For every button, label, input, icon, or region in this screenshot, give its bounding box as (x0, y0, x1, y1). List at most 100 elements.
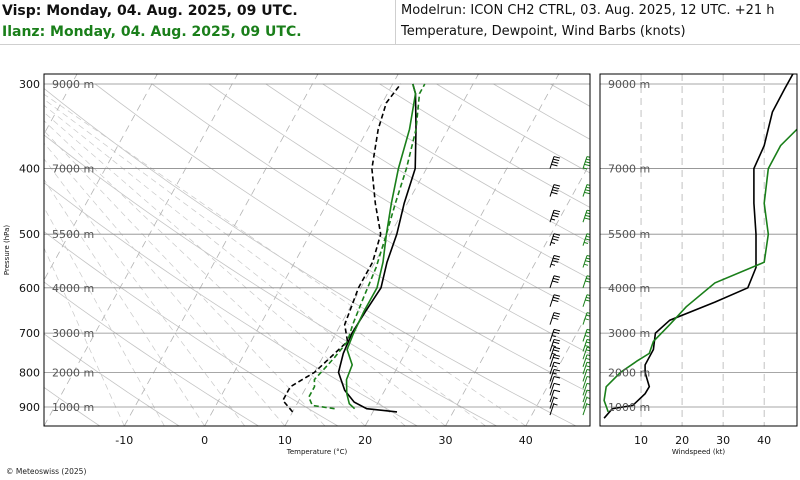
wind-barb-flag (586, 341, 590, 344)
wind-frame (599, 73, 798, 427)
wind-barb-flag (553, 375, 561, 379)
wind-barb (582, 184, 590, 197)
wind-barb-half-flag (553, 403, 558, 406)
wind-barb (549, 402, 558, 416)
wind-barb-staff (582, 383, 588, 396)
wind-barb (549, 233, 561, 246)
wind-barb-staff (582, 210, 588, 223)
wind-barb-flag (586, 389, 590, 392)
wind-barb-flag (552, 214, 559, 218)
station-title-ilanz: Ilanz: Monday, 04. Aug. 2025, 09 UTC. (2, 24, 302, 40)
isotherm (123, 74, 319, 426)
wind-barb-staff (582, 233, 588, 246)
wind-barb-half-flag (583, 167, 588, 170)
wind-barb-staff (582, 402, 588, 416)
wind-barb-flag (553, 341, 560, 345)
wind-barb-staff (582, 329, 588, 342)
wind-barb-flag (586, 328, 590, 331)
dry-adiabat (44, 88, 577, 426)
wind-barb (582, 346, 590, 360)
wind-barb-half-flag (585, 318, 589, 321)
wind-barb-flag (586, 235, 590, 238)
wind-barb-flag (553, 186, 560, 190)
ilanz-dewpoint-line (307, 83, 426, 410)
wind-barb-half-flag (552, 345, 556, 348)
wind-barb-flag (586, 209, 590, 212)
wind-barb-flag (584, 217, 590, 220)
wind-barb-flag (553, 275, 561, 278)
height-label: 5500 m (52, 228, 94, 241)
wind-barb-staff (549, 156, 555, 169)
header-divider (395, 0, 396, 44)
wind-barb-flag (585, 161, 590, 164)
pressure-tick-label: 500 (19, 228, 40, 241)
wind-height-label: 2000 m (608, 366, 650, 379)
wind-barb (549, 275, 561, 288)
wind-barb-flag (553, 361, 561, 365)
wind-barb-half-flag (551, 218, 556, 221)
wind-barb-flag (553, 314, 560, 318)
wind-barb (549, 354, 561, 367)
wind-barb-flag (553, 184, 561, 187)
wind-barb-flag (586, 338, 590, 341)
dry-adiabat (44, 182, 418, 426)
wind-barb-half-flag (551, 242, 556, 244)
pressure-tick-label: 700 (19, 327, 40, 340)
wind-barb-flag (586, 212, 590, 215)
wind-barb-flag (586, 368, 590, 371)
wind-barb-flag (584, 191, 590, 195)
wind-barb-staff (582, 255, 588, 268)
height-label: 9000 m (52, 78, 94, 91)
wind-barb-staff (582, 369, 588, 382)
wind-barb-staff (549, 339, 555, 352)
wind-barb-flag (553, 257, 560, 261)
isotherm (284, 74, 479, 426)
pressure-tick-label: 400 (19, 163, 40, 176)
wind-barb-staff (582, 347, 588, 360)
visp-windspeed-line (603, 74, 794, 419)
wind-barb (549, 156, 561, 169)
wind-plot-area (600, 74, 797, 426)
wind-barb-half-flag (551, 263, 556, 266)
height-label: 4000 m (52, 282, 94, 295)
wind-height-label: 1000 m (608, 401, 650, 414)
wind-barb (582, 389, 590, 403)
wind-barb-flag (553, 277, 560, 281)
dry-adiabat (379, 83, 590, 208)
wind-barb-flag (553, 294, 561, 297)
dry-adiabat (664, 84, 800, 426)
skewt-frame (43, 73, 591, 427)
wind-barb (549, 209, 561, 223)
wind-barb-flag (553, 158, 560, 162)
wind-barb-flag (586, 275, 590, 278)
wind-barb (582, 328, 590, 342)
wind-height-label: 7000 m (608, 163, 650, 176)
isotherm (44, 74, 238, 426)
wind-barb (549, 338, 561, 352)
isotherm (204, 74, 399, 426)
wind-barb-flag (553, 349, 560, 352)
visp-dewpoint-line (281, 83, 402, 413)
wind-barb-staff (582, 294, 588, 307)
wind-barb-flag (586, 255, 590, 257)
wind-barb (549, 361, 561, 375)
wind-barb-staff (549, 210, 555, 223)
dry-adiabat (44, 386, 101, 426)
wind-barb-flag (552, 161, 559, 164)
wind-barb-staff (549, 376, 555, 389)
wind-barb-flag (552, 260, 559, 263)
moist-adiabat (44, 206, 165, 426)
wind-barb (582, 354, 590, 367)
wind-barb-staff (582, 184, 588, 197)
temperature-tick-label: 0 (201, 434, 208, 447)
wind-barb-half-flag (585, 335, 589, 338)
temperature-axis-label: Temperature (°C) (286, 448, 348, 456)
dry-adiabat (265, 83, 590, 280)
temperature-tick-label: -10 (115, 434, 133, 447)
wind-barb (582, 255, 590, 268)
wind-barb-flag (585, 299, 590, 302)
wind-barb (549, 184, 561, 197)
wind-barb (549, 346, 561, 360)
wind-barb-flag (552, 299, 559, 302)
variables-label: Temperature, Dewpoint, Wind Barbs (knots… (401, 24, 686, 39)
